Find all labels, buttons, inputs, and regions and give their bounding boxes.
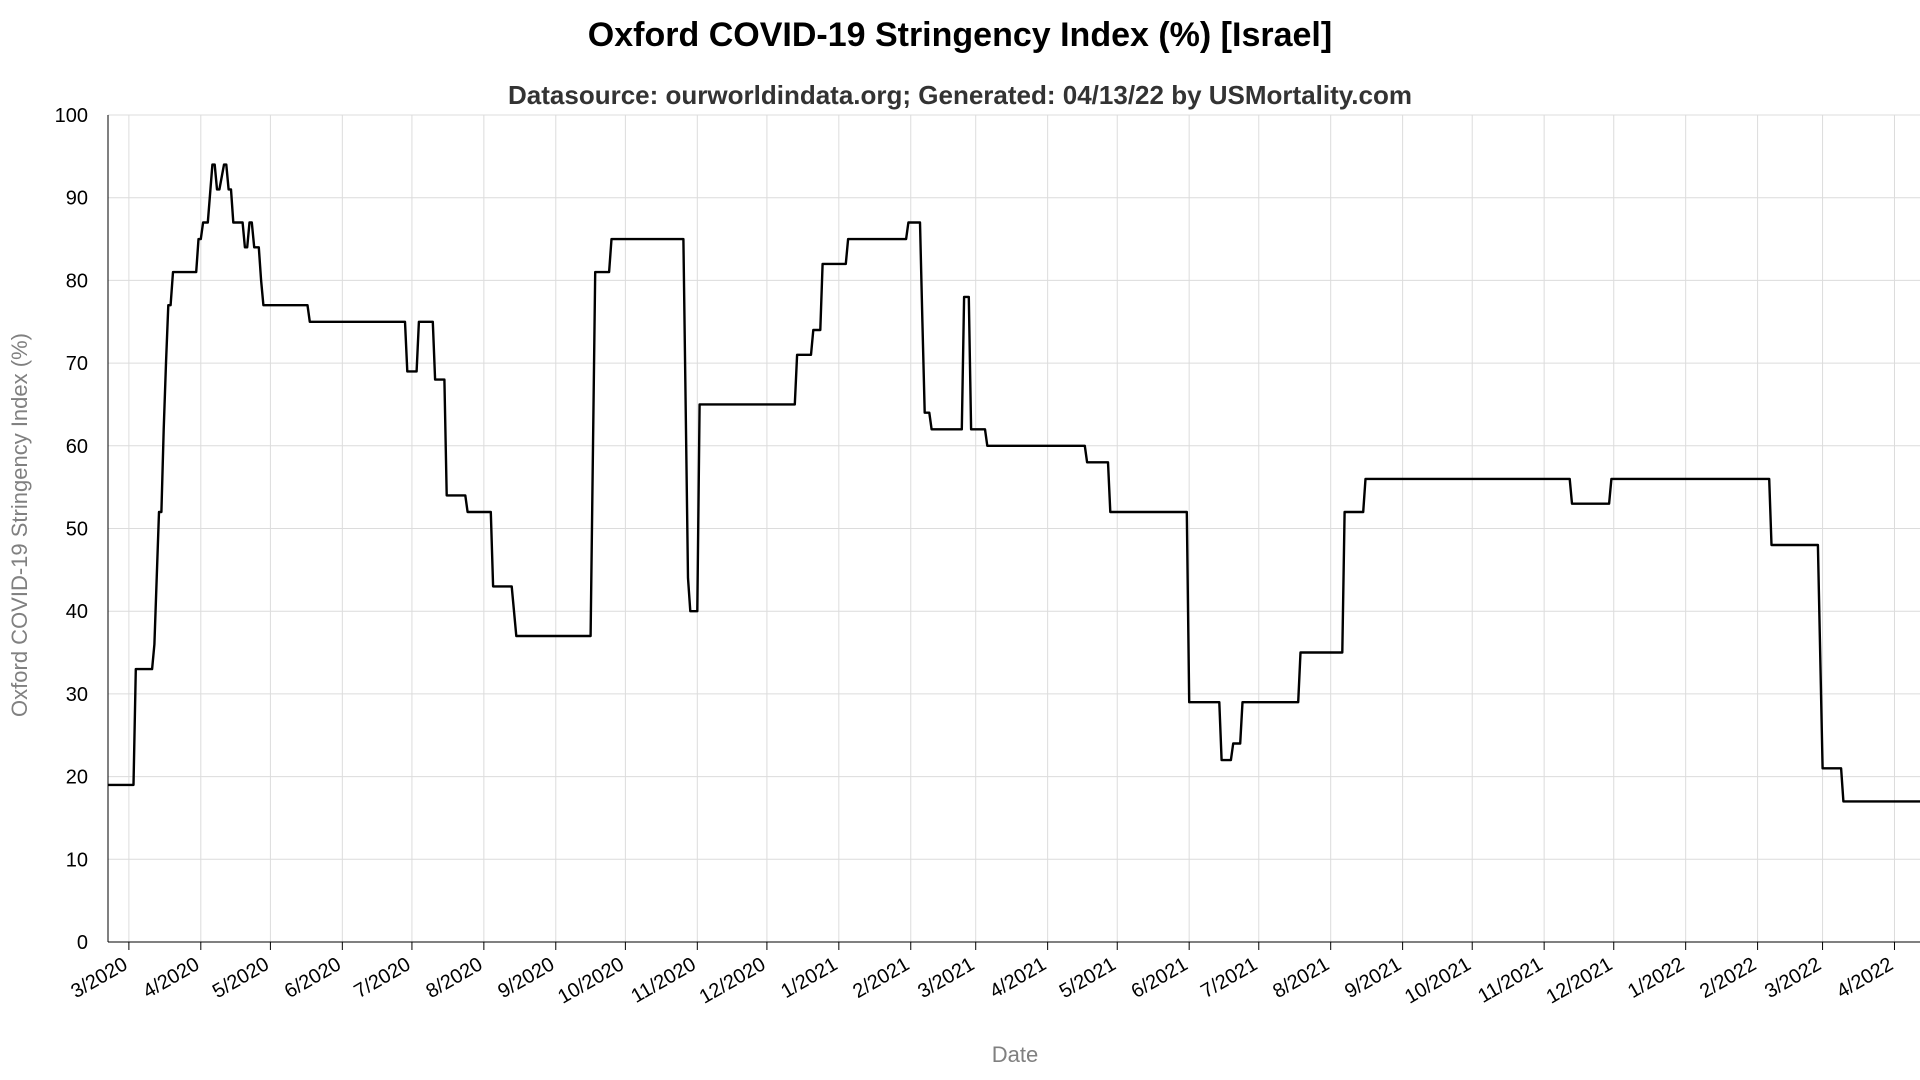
y-tick-label: 60 xyxy=(66,436,88,458)
x-tick-label: 6/2021 xyxy=(1128,953,1192,1003)
x-tick-label: 4/2021 xyxy=(986,953,1050,1003)
x-tick-label: 4/2022 xyxy=(1833,953,1897,1003)
x-tick-label: 4/2020 xyxy=(139,953,203,1003)
x-tick-label: 5/2020 xyxy=(209,953,273,1003)
x-tick-label: 12/2021 xyxy=(1543,953,1617,1008)
x-tick-label: 3/2021 xyxy=(914,953,978,1003)
x-tick-label: 9/2021 xyxy=(1341,953,1405,1003)
x-tick-label: 8/2020 xyxy=(422,953,486,1003)
x-tick-label: 5/2021 xyxy=(1056,953,1120,1003)
y-tick-label: 70 xyxy=(66,353,88,375)
x-tick-label: 3/2022 xyxy=(1761,953,1825,1003)
y-tick-label: 0 xyxy=(77,932,88,954)
y-tick-label: 40 xyxy=(66,601,88,623)
axes xyxy=(107,115,1920,950)
x-tick-label: 7/2021 xyxy=(1197,953,1261,1003)
y-axis-title: Oxford COVID-19 Stringency Index (%) xyxy=(7,333,32,717)
x-tick-label: 3/2020 xyxy=(67,953,131,1003)
y-tick-label: 10 xyxy=(66,849,88,871)
x-tick-labels: 3/2020 4/2020 5/2020 6/2020 7/2020 8/2020 9/20… xyxy=(67,953,1897,1008)
x-tick-label: 10/2020 xyxy=(554,953,628,1008)
x-tick-label: 8/2021 xyxy=(1269,953,1333,1003)
x-tick-label: 12/2020 xyxy=(696,953,770,1008)
series-line-0 xyxy=(108,163,1920,803)
x-tick-label: 11/2021 xyxy=(1474,953,1546,1007)
x-axis-title: Date xyxy=(992,1042,1038,1067)
x-tick-label: 7/2020 xyxy=(350,953,414,1003)
series-layer xyxy=(108,163,1920,803)
chart-title: Oxford COVID-19 Stringency Index (%) [Is… xyxy=(587,16,1333,54)
y-tick-label: 20 xyxy=(66,767,88,789)
y-tick-label: 30 xyxy=(66,684,88,706)
y-tick-labels: 0 10 20 30 40 50 60 70 80 90 100 xyxy=(55,105,88,954)
x-tick-label: 1/2022 xyxy=(1624,953,1688,1003)
y-tick-label: 100 xyxy=(55,105,88,127)
x-tick-label: 9/2020 xyxy=(494,953,558,1003)
x-tick-label: 1/2021 xyxy=(777,953,841,1003)
x-tick-label: 10/2021 xyxy=(1401,953,1475,1008)
y-tick-label: 90 xyxy=(66,188,88,210)
x-tick-label: 11/2020 xyxy=(627,953,699,1007)
x-tick-label: 6/2020 xyxy=(281,953,345,1003)
gridlines xyxy=(108,114,1920,942)
x-tick-label: 2/2022 xyxy=(1696,953,1760,1003)
y-tick-label: 50 xyxy=(66,519,88,541)
y-tick-label: 80 xyxy=(66,270,88,292)
chart-subtitle: Datasource: ourworldindata.org; Generate… xyxy=(508,80,1412,110)
x-tick-label: 2/2021 xyxy=(849,953,913,1003)
